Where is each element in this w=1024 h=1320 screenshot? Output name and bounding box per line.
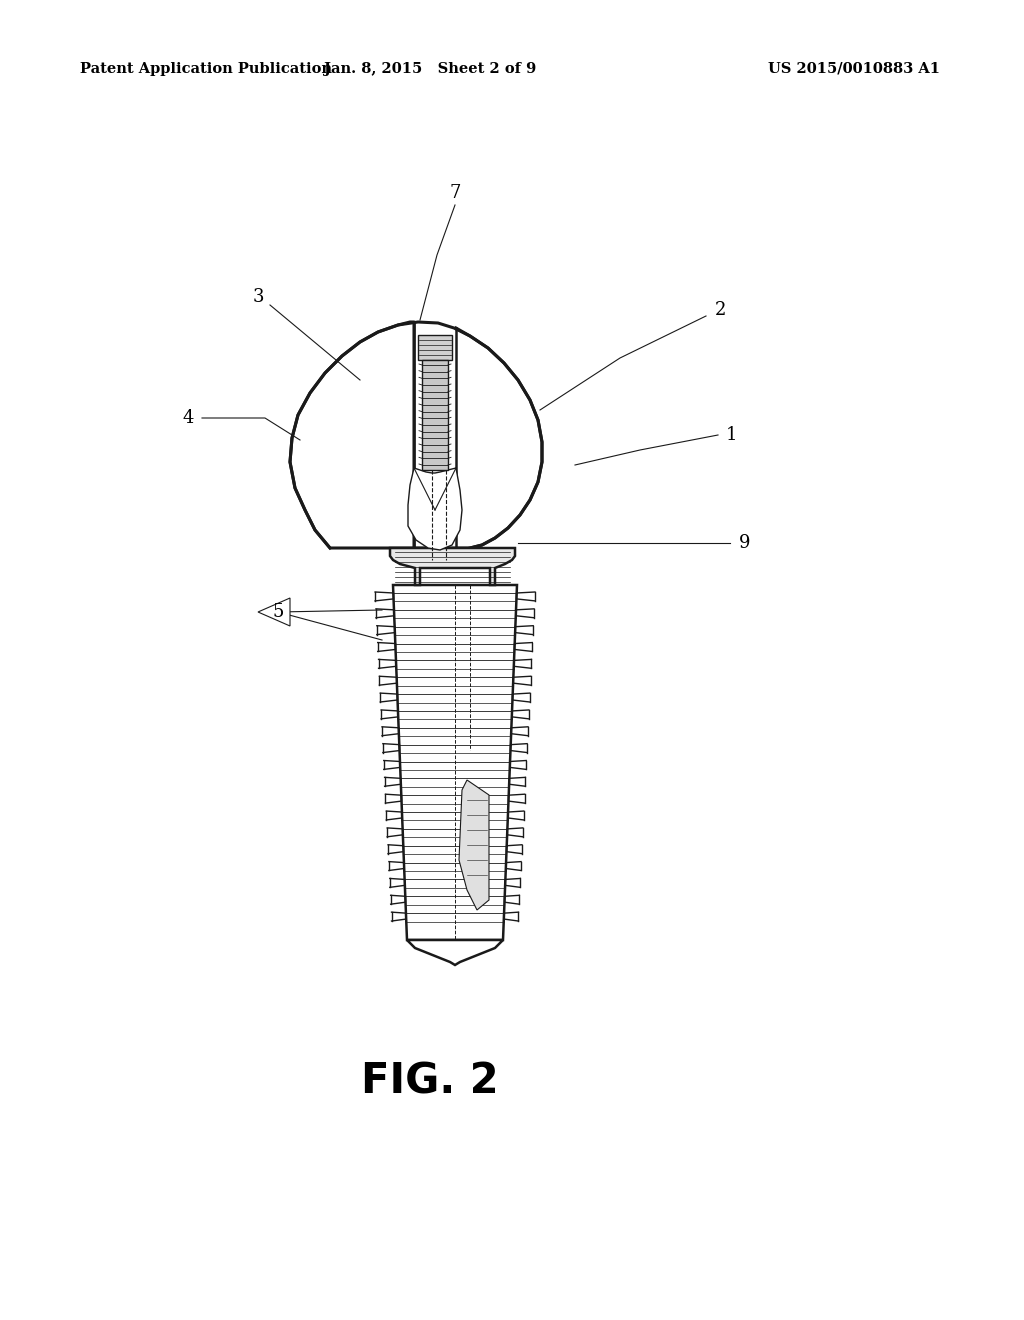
Polygon shape	[258, 598, 290, 626]
Polygon shape	[393, 585, 517, 940]
Text: US 2015/0010883 A1: US 2015/0010883 A1	[768, 62, 940, 77]
Polygon shape	[407, 940, 503, 965]
Polygon shape	[418, 335, 452, 360]
Polygon shape	[459, 780, 489, 909]
Polygon shape	[408, 469, 462, 550]
Polygon shape	[390, 548, 515, 585]
Text: 1: 1	[726, 426, 737, 444]
Text: Patent Application Publication: Patent Application Publication	[80, 62, 332, 77]
Text: 5: 5	[272, 603, 284, 620]
Polygon shape	[290, 322, 542, 548]
Text: 4: 4	[182, 409, 194, 426]
Text: Jan. 8, 2015   Sheet 2 of 9: Jan. 8, 2015 Sheet 2 of 9	[324, 62, 537, 77]
Polygon shape	[422, 360, 449, 470]
Text: 7: 7	[450, 183, 461, 202]
Text: 9: 9	[739, 535, 751, 552]
Text: FIG. 2: FIG. 2	[361, 1060, 499, 1102]
Text: 2: 2	[715, 301, 726, 319]
Text: 3: 3	[252, 288, 264, 306]
